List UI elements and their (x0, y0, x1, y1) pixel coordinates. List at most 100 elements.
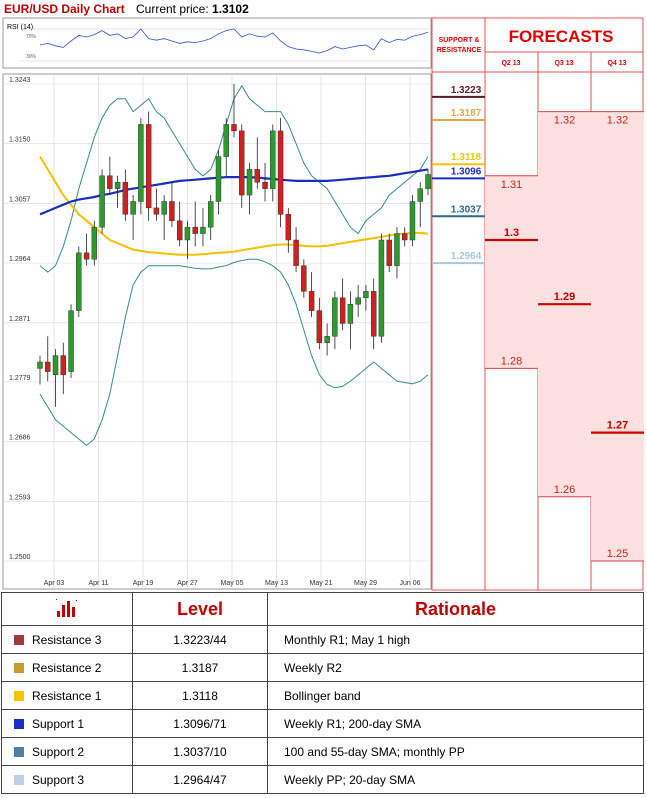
candle-body (363, 291, 369, 298)
candle-body (37, 361, 43, 369)
y-tick-label: 1.2779 (9, 375, 31, 382)
rsi-panel (2, 17, 432, 69)
candle-body (394, 233, 400, 266)
x-tick-label: Jun 06 (399, 580, 420, 587)
candle-body (52, 355, 59, 376)
table-row: Resistance 3 1.3223/44 Monthly R1; May 1 h… (1, 625, 644, 654)
current-price: Current price: 1.3102 (136, 2, 249, 16)
y-tick-label: 1.3243 (9, 77, 31, 84)
candle-body (316, 310, 323, 343)
sr-label-line1: SUPPORT & (439, 37, 480, 44)
level-name-cell: Support 1 (1, 709, 133, 738)
candle-body (176, 220, 183, 241)
candle-body (45, 361, 51, 372)
level-color-swatch (14, 690, 24, 701)
rationale-header: Rationale (267, 592, 644, 626)
candle-body (378, 239, 385, 337)
table-header-row: Level Rationale (1, 592, 644, 626)
rsi-lower-label: 30% (26, 54, 37, 60)
bollinger-lower-line (39, 258, 429, 447)
level-name: Resistance 3 (32, 632, 102, 647)
level-color-swatch (14, 662, 24, 673)
candle-body (107, 175, 113, 189)
current-price-value: 1.3102 (212, 2, 249, 16)
candle-body (270, 130, 276, 189)
chart-title: EUR/USD Daily Chart (4, 2, 125, 16)
candles (37, 84, 431, 407)
x-tick-label: Apr 19 (133, 580, 154, 587)
y-tick-label: 1.2593 (9, 494, 31, 501)
candle-body (83, 252, 90, 260)
axis-labels: 1.3243 1.3150 1.3057 1.2964 1.2871 1.2779 1.26… (9, 77, 421, 587)
candle-body (355, 297, 361, 305)
level-color-swatch (14, 634, 24, 645)
candle-body (231, 124, 237, 132)
level-color-swatch (14, 746, 24, 757)
y-tick-label: 1.3150 (9, 137, 31, 144)
level-name-cell: Support 3 (1, 765, 133, 794)
candle-body (192, 226, 198, 234)
bar-chart-icon (56, 598, 77, 617)
candle-body (130, 201, 136, 215)
candle-body (239, 130, 245, 196)
candle-body (60, 355, 66, 376)
x-tick-label: Apr 27 (177, 580, 198, 587)
level-header: Level (132, 592, 268, 626)
level-label: 1.2964 (451, 251, 482, 262)
candle-body (161, 201, 167, 215)
x-tick-label: May 13 (265, 580, 288, 587)
level-value: 1.3223/44 (132, 625, 268, 654)
level-name-cell: Support 2 (1, 737, 133, 766)
level-value: 1.3118 (132, 681, 268, 710)
y-tick-label: 1.3057 (9, 196, 31, 203)
forecast-top-label: 1.31 (501, 179, 522, 191)
level-value: 1.2964/47 (132, 765, 268, 794)
support-resistance-levels: 1.3223 1.3187 1.3118 1.3096 1.3037 1.2964 (432, 85, 485, 265)
candle-body (215, 156, 222, 202)
level-rationale: 100 and 55-day SMA; monthly PP (267, 737, 644, 766)
forecast-top-label: 1.32 (554, 115, 575, 127)
candle-body (386, 239, 392, 266)
candle-body (246, 169, 253, 196)
level-label: 1.3096 (451, 166, 482, 177)
level-rationale: Weekly PP; 20-day SMA (267, 765, 644, 794)
level-color-swatch (14, 774, 24, 785)
rsi-series-line (39, 28, 429, 54)
x-tick-label: May 21 (310, 580, 333, 587)
quarter-label: Q4 13 (607, 60, 626, 67)
candle-body (223, 124, 229, 157)
candle-body (308, 291, 315, 311)
candle-body (409, 201, 416, 241)
candle-body (122, 182, 129, 215)
quarter-label: Q3 13 (554, 60, 573, 67)
levels-table: Level Rationale Resistance 3 1.3223/44 Mon… (1, 592, 644, 794)
forecasts-title: FORECASTS (509, 27, 614, 46)
candle-body (285, 214, 292, 241)
candle-body (277, 130, 284, 215)
table-row: Resistance 1 1.3118 Bollinger band (1, 681, 644, 710)
level-rationale: Weekly R2 (267, 653, 644, 682)
candle-body (332, 297, 338, 337)
rsi-upper-label: 70% (26, 34, 37, 40)
level-value: 1.3187 (132, 653, 268, 682)
rsi-label: RSI (14) (7, 24, 33, 31)
level-name: Resistance 2 (32, 660, 102, 675)
chart-icon-cell (1, 592, 133, 626)
candle-body (324, 336, 330, 343)
table-row: Support 3 1.2964/47 Weekly PP; 20-day SMA (1, 765, 644, 794)
level-value: 1.3096/71 (132, 709, 268, 738)
forecast-median-label: 1.3 (504, 227, 519, 239)
level-name: Resistance 1 (32, 688, 102, 703)
table-row: Resistance 2 1.3187 Weekly R2 (1, 653, 644, 682)
candle-body (68, 310, 74, 372)
candle-body (76, 252, 82, 311)
level-value: 1.3037/10 (132, 737, 268, 766)
candle-body (169, 201, 175, 221)
chart-header: EUR/USD Daily Chart Current price: 1.310… (0, 0, 432, 18)
forecast-bottom-label: 1.26 (554, 484, 575, 496)
candle-body (184, 226, 191, 241)
table-row: Support 2 1.3037/10 100 and 55-day SMA; mo… (1, 737, 644, 766)
forecast-top-label: 1.32 (607, 115, 628, 127)
level-label: 1.3118 (451, 152, 481, 163)
y-tick-label: 1.2686 (9, 435, 31, 442)
